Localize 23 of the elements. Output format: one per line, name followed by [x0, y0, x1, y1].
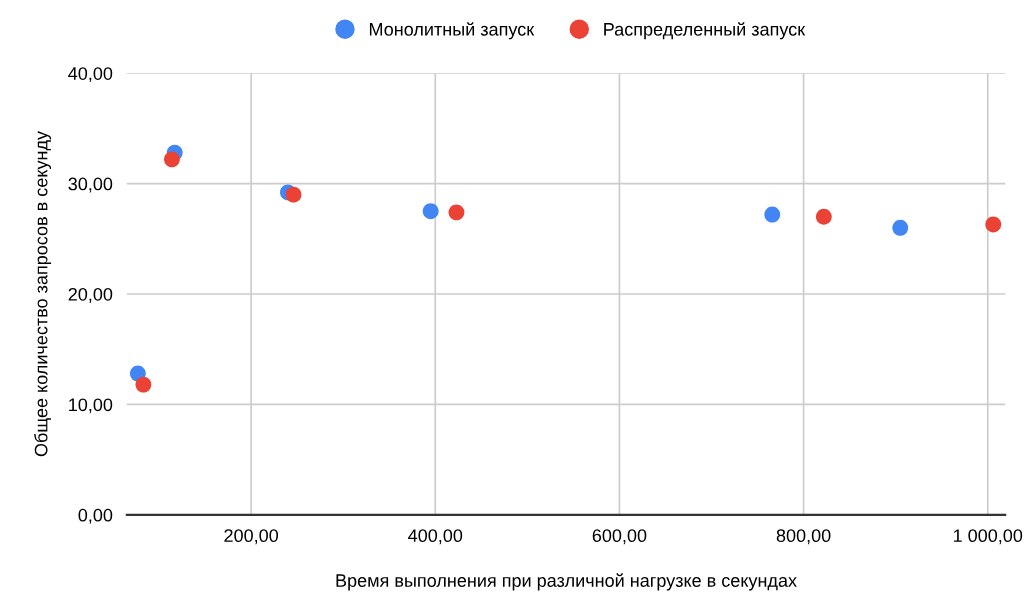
point	[422, 203, 439, 220]
legend-label: Распределенный запуск	[604, 22, 806, 40]
point	[764, 206, 781, 223]
y-tick-label: 30,00	[68, 177, 113, 193]
point	[135, 376, 152, 393]
point	[448, 204, 465, 221]
point	[892, 219, 909, 236]
y-tick-label: 20,00	[68, 287, 113, 303]
x-tick-label: 800,00	[776, 529, 831, 545]
x-tick-label: 200,00	[224, 529, 279, 545]
point	[815, 208, 832, 225]
y-tick-label: 10,00	[69, 398, 113, 414]
x-tick-label: 600,00	[592, 529, 647, 545]
point	[164, 151, 180, 168]
y-axis-title: Общее количество запросов в секунду	[34, 131, 52, 457]
x-axis-title: Время выполнения при различной нагрузке в секундах	[336, 573, 797, 591]
point	[285, 186, 302, 203]
point	[985, 216, 1002, 233]
legend-label: Монолитный запуск	[369, 22, 535, 40]
x-tick-label: 400,00	[408, 529, 463, 545]
y-tick-label: 40,00	[68, 67, 113, 83]
x-tick-label: 1 000,00	[953, 529, 1023, 545]
y-tick-label: 0,00	[78, 508, 113, 524]
